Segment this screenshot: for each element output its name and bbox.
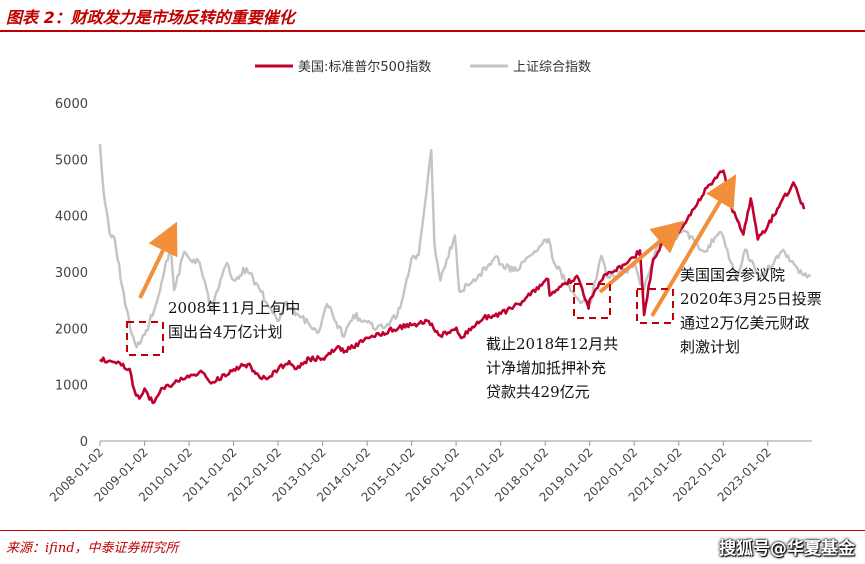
annotation-2008-line-2: 国出台4万亿计划	[168, 323, 283, 341]
y-tick-label: 3000	[55, 266, 88, 281]
highlight-box-2020	[636, 288, 674, 324]
legend: 美国:标准普尔500指数 上证综合指数	[255, 60, 591, 75]
annotation-2018: 截止2018年12月共 计净增加抵押补充 贷款共429亿元	[486, 335, 623, 401]
highlight-box-2008	[126, 321, 164, 356]
annotation-2020-line-4: 刺激计划	[680, 338, 740, 356]
trend-arrows	[138, 174, 737, 318]
series-line-shanghai	[98, 143, 812, 349]
highlight-boxes	[126, 283, 674, 356]
annotation-2020-line-2: 2020年3月25日投票	[680, 290, 822, 308]
annotation-2018-line-2: 计净增加抵押补充	[486, 359, 606, 377]
annotations: 2008年11月上旬中 国出台4万亿计划 截止2018年12月共 计净增加抵押补…	[168, 266, 827, 401]
trend-arrow-2019	[598, 220, 685, 294]
y-tick-label: 0	[80, 435, 88, 450]
title-rule	[0, 30, 865, 32]
annotation-2020-line-1: 美国国会参议院	[680, 266, 785, 284]
annotation-2020: 美国国会参议院 2020年3月25日投票 通过2万亿美元财政 刺激计划	[680, 266, 827, 356]
y-tick-label: 1000	[55, 379, 88, 394]
annotation-2020-line-3: 通过2万亿美元财政	[680, 314, 810, 332]
source-note: 来源：ifind，中泰证券研究所	[6, 541, 179, 556]
figure-title: 图表 2：财政发力是市场反转的重要催化	[6, 8, 295, 27]
watermark: 搜狐号@华夏基金	[719, 539, 855, 559]
annotation-2008-line-1: 2008年11月上旬中	[168, 299, 300, 317]
trend-arrow-2020	[650, 174, 737, 318]
annotation-2018-line-3: 贷款共429亿元	[486, 383, 590, 401]
x-axis-ticks: 2008-01-022009-01-022010-01-022011-01-02…	[47, 441, 774, 504]
y-axis-ticks: 0 1000 2000 3000 4000 5000 6000	[55, 97, 88, 450]
trend-arrow-2009	[138, 221, 178, 299]
legend-label-sp500: 美国:标准普尔500指数	[298, 60, 431, 75]
y-tick-label: 6000	[55, 97, 88, 112]
y-tick-label: 4000	[55, 210, 88, 225]
source-rule	[0, 530, 865, 531]
annotation-2018-line-1: 截止2018年12月共	[486, 335, 618, 353]
y-tick-label: 5000	[55, 153, 88, 168]
series-line-sp500	[99, 169, 806, 405]
annotation-2008: 2008年11月上旬中 国出台4万亿计划	[168, 299, 305, 341]
legend-label-shanghai: 上证综合指数	[513, 60, 591, 75]
y-tick-label: 2000	[55, 322, 88, 337]
highlight-box-2018	[573, 283, 611, 319]
